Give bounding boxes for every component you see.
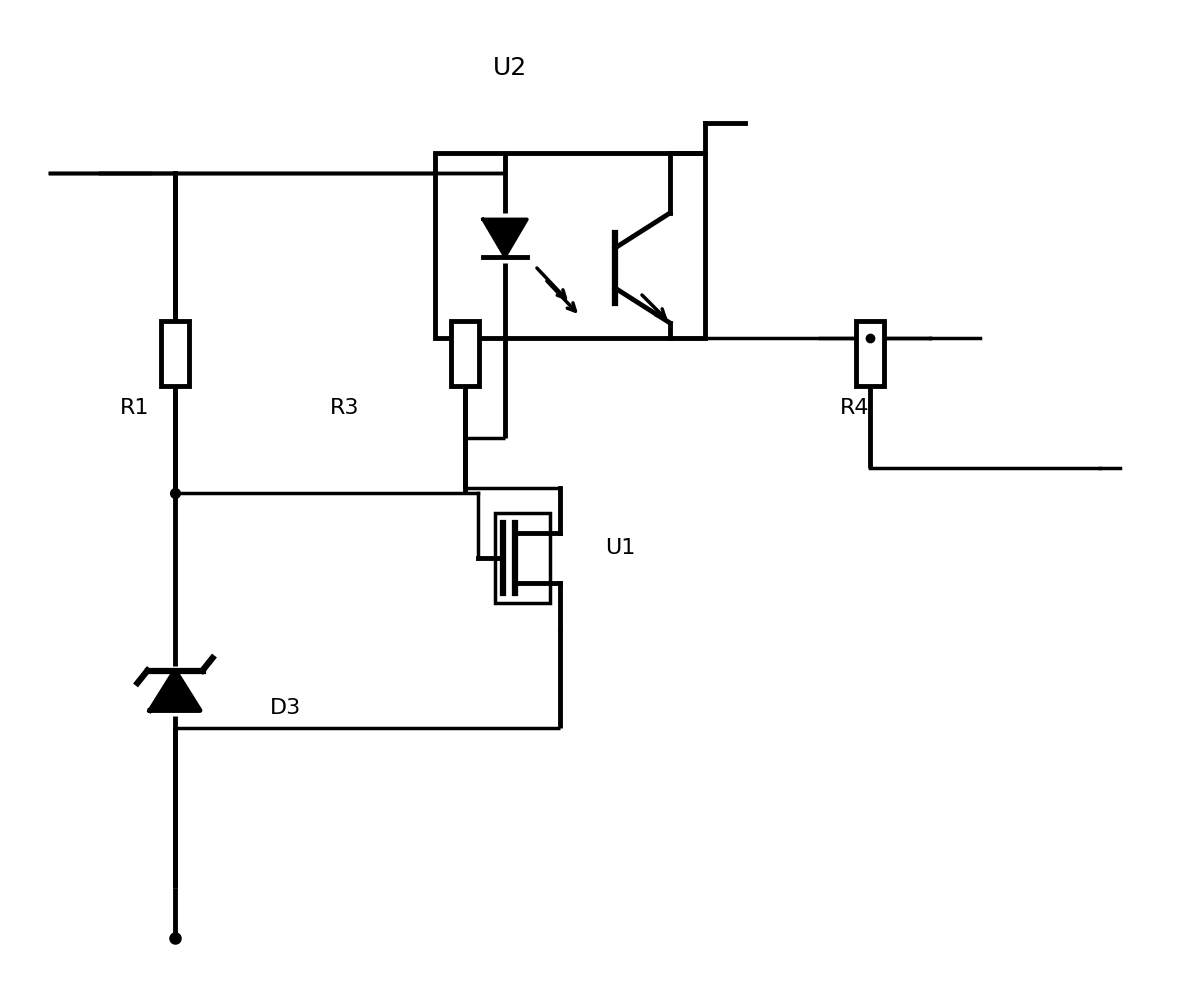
Bar <box>435 153 705 338</box>
Text: U2: U2 <box>493 56 528 80</box>
Bar <box>495 513 550 603</box>
Text: R4: R4 <box>840 398 869 418</box>
Bar <box>451 321 479 385</box>
Polygon shape <box>484 220 526 257</box>
Polygon shape <box>150 670 200 711</box>
Text: U1: U1 <box>605 538 635 558</box>
Text: R1: R1 <box>120 398 150 418</box>
Bar <box>856 321 884 385</box>
Bar <box>161 321 189 385</box>
Text: R3: R3 <box>330 398 360 418</box>
Text: D3: D3 <box>270 698 301 718</box>
